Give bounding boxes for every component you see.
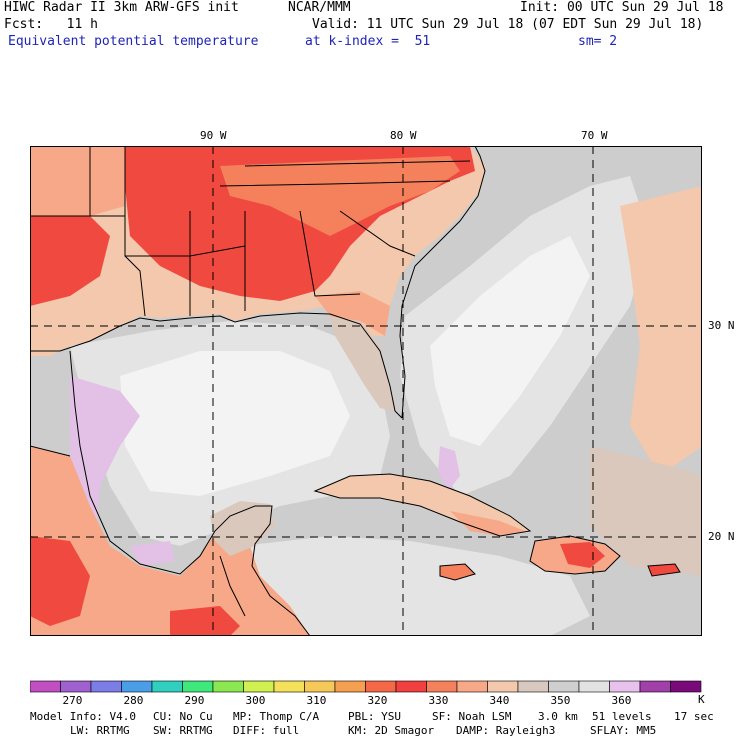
field-name: Equivalent potential temperature bbox=[8, 34, 259, 49]
coastline-jamaica bbox=[439, 563, 476, 581]
valid-time: Valid: 11 UTC Sun 29 Jul 18 (07 EDT Sun … bbox=[312, 17, 704, 32]
colorbar-label: 300 bbox=[246, 694, 266, 707]
colorbar-cell bbox=[639, 680, 671, 693]
footer-resolution: 3.0 km bbox=[538, 710, 578, 723]
state-border-1 bbox=[124, 146, 146, 317]
land-yucatan bbox=[210, 501, 275, 556]
footer-sf: SF: Noah LSM bbox=[432, 710, 512, 723]
colorbar-cell bbox=[151, 680, 183, 693]
colorbar-cell bbox=[60, 680, 92, 693]
georgia-salmon bbox=[315, 291, 390, 336]
colorbar-labels: 270 280 290 300 310 320 330 340 350 360 bbox=[63, 694, 632, 707]
colorbar-cells bbox=[30, 680, 702, 693]
footer-lw: LW: RRTMG bbox=[70, 724, 130, 737]
footer-km: KM: 2D Smagor bbox=[348, 724, 435, 737]
coastline-gulf bbox=[30, 312, 403, 419]
colorbar-cell bbox=[395, 680, 427, 693]
colorbar-cell bbox=[578, 680, 610, 693]
land-mexico bbox=[30, 446, 310, 636]
coastline-atlantic bbox=[399, 146, 486, 419]
colorbar-cell bbox=[273, 680, 305, 693]
florida-tan bbox=[330, 316, 395, 411]
colorbar: 270 280 290 300 310 320 330 340 350 360 K bbox=[30, 680, 705, 707]
lon-label-80w: 80 W bbox=[390, 129, 417, 142]
colorbar-cell bbox=[487, 680, 519, 693]
colorbar-cell bbox=[334, 680, 366, 693]
gulf-whitish-area bbox=[120, 351, 350, 496]
coastline-hispaniola bbox=[529, 535, 621, 575]
land-west-hot bbox=[30, 216, 110, 306]
colorbar-cell bbox=[670, 680, 702, 693]
state-border-7 bbox=[339, 210, 416, 257]
smoothing: sm= 2 bbox=[578, 34, 618, 49]
coastline-cuba bbox=[313, 473, 532, 537]
footer-sflay: SFLAY: MM5 bbox=[590, 724, 657, 737]
coastline-mexico bbox=[69, 350, 311, 636]
colorbar-label: 320 bbox=[368, 694, 388, 707]
lat-label-20n: 20 N bbox=[708, 530, 735, 543]
lavender-patch-bahamas bbox=[438, 446, 460, 491]
footer-mp: MP: Thomp C/A bbox=[233, 710, 320, 723]
footer-cu: CU: No Cu bbox=[153, 710, 213, 723]
colorbar-cell bbox=[548, 680, 580, 693]
title: HIWC Radar II 3km ARW-GFS init bbox=[4, 0, 239, 15]
footer-pbl: PBL: YSU bbox=[348, 710, 401, 723]
colorbar-cell bbox=[182, 680, 214, 693]
colorbar-cell bbox=[426, 680, 458, 693]
footer-damp: DAMP: Rayleigh3 bbox=[456, 724, 556, 737]
init-time: Init: 00 UTC Sun 29 Jul 18 bbox=[520, 0, 724, 15]
border-central-america bbox=[219, 555, 246, 617]
colorbar-cell bbox=[304, 680, 336, 693]
atlantic-whitish-area bbox=[430, 236, 590, 446]
colorbar-cell bbox=[456, 680, 488, 693]
colorbar-unit: K bbox=[698, 693, 705, 706]
land-guatemala-hot bbox=[170, 606, 240, 636]
colorbar-label: 360 bbox=[612, 694, 632, 707]
footer-diff: DIFF: full bbox=[233, 724, 300, 737]
lavender-patch-west-gulf bbox=[70, 376, 140, 536]
colorbar-label: 310 bbox=[307, 694, 327, 707]
lat-label-30n: 30 N bbox=[708, 319, 735, 332]
lon-label-90w: 90 W bbox=[200, 129, 227, 142]
state-border-3 bbox=[219, 180, 451, 187]
land-mexico-hot bbox=[30, 536, 90, 626]
forecast-hour: Fcst: 11 h bbox=[4, 17, 98, 32]
colorbar-cell bbox=[365, 680, 397, 693]
colorbar-label: 270 bbox=[63, 694, 83, 707]
country-border-mexico bbox=[30, 445, 71, 457]
land-salmon-west bbox=[30, 146, 125, 216]
lavender-patch-south bbox=[130, 541, 175, 566]
coastline-puerto-rico bbox=[647, 563, 681, 577]
colorbar-cell bbox=[90, 680, 122, 693]
caribbean-light-area bbox=[240, 536, 590, 636]
footer-model-info: Model Info: V4.0 bbox=[30, 710, 136, 723]
land-cuba-east bbox=[450, 511, 525, 536]
colorbar-label: 330 bbox=[429, 694, 449, 707]
colorbar-label: 350 bbox=[551, 694, 571, 707]
east-peach-area bbox=[620, 186, 702, 476]
state-border-10 bbox=[244, 160, 471, 167]
level-index: at k-index = 51 bbox=[305, 34, 431, 49]
colorbar-cell bbox=[517, 680, 549, 693]
org-label: NCAR/MMM bbox=[288, 0, 351, 15]
colorbar-cell bbox=[30, 680, 61, 693]
weather-map bbox=[30, 146, 702, 636]
land-jamaica bbox=[440, 564, 475, 580]
east-tan-area bbox=[590, 446, 702, 576]
footer-timestep: 17 sec bbox=[674, 710, 714, 723]
footer-levels: 51 levels bbox=[592, 710, 652, 723]
lon-label-70w: 70 W bbox=[581, 129, 608, 142]
land-hispaniola-hot bbox=[560, 542, 605, 568]
colorbar-cell bbox=[121, 680, 153, 693]
footer-sw: SW: RRTMG bbox=[153, 724, 213, 737]
colorbar-label: 290 bbox=[185, 694, 205, 707]
colorbar-cell bbox=[243, 680, 275, 693]
colorbar-cell bbox=[609, 680, 641, 693]
colorbar-label: 280 bbox=[124, 694, 144, 707]
state-border-6 bbox=[299, 210, 361, 297]
colorbar-label: 340 bbox=[490, 694, 510, 707]
map-frame bbox=[30, 146, 702, 636]
land-warm-band bbox=[220, 156, 460, 236]
colorbar-cell bbox=[212, 680, 244, 693]
